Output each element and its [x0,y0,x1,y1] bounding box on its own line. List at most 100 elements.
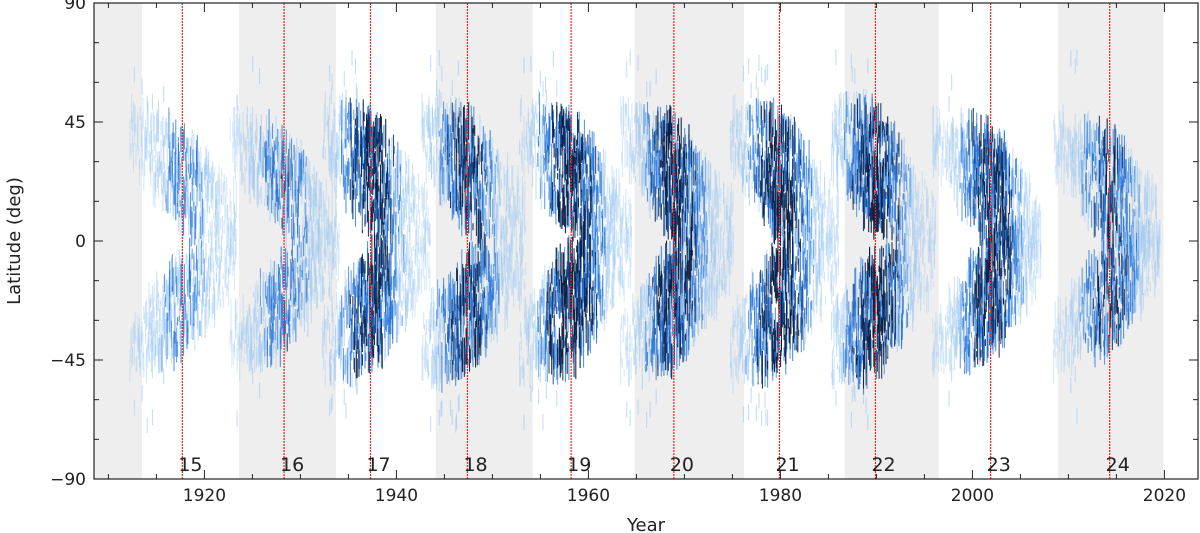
heat-cell [320,181,322,209]
heat-cell [314,193,316,200]
heat-cell [344,139,346,149]
heat-cell [221,247,223,263]
heat-cell [534,105,536,115]
heat-cell [392,276,395,298]
heat-cell [725,280,727,295]
heat-cell [482,188,484,226]
heat-cell [564,184,566,196]
heat-cell [215,194,217,236]
heat-cell [303,201,306,215]
heat-cell [411,288,413,310]
heat-cell [131,354,133,368]
heat-cell [265,295,268,304]
heat-cell [521,137,523,147]
heat-cell [133,399,135,416]
heat-cell [494,238,496,266]
heat-cell [703,242,705,251]
heat-cell [476,263,478,282]
heat-cell [422,354,424,382]
heat-cell [648,124,650,154]
heat-cell [437,95,439,121]
heat-cell [567,159,569,185]
heat-cell [653,174,655,198]
heat-cell [438,353,440,392]
heat-cell [236,410,238,427]
heat-cell [367,142,369,163]
heat-cell [683,183,685,215]
heat-cell [308,174,310,196]
heat-cell [737,142,739,166]
heat-cell [655,160,657,176]
heat-cell [667,147,669,189]
heat-cell [352,324,354,332]
heat-cell [341,145,343,175]
heat-cell [347,359,349,384]
heat-cell [286,207,288,224]
heat-cell [565,279,567,320]
heat-cell [600,171,602,197]
heat-cell [678,190,680,210]
heat-cell [655,68,657,85]
heat-cell [171,254,173,291]
heat-cell [367,253,369,276]
heat-cell [312,239,314,258]
heat-cell [421,93,423,126]
heat-cell [653,174,655,191]
heat-cell [587,198,589,216]
heat-cell [162,284,164,322]
heat-cell [557,271,559,303]
heat-cell [168,321,170,356]
heat-cell [346,166,348,177]
heat-cell [645,297,647,314]
heat-cell [360,296,363,311]
heat-cell [278,278,280,317]
heat-cell [482,251,484,271]
heat-cell [678,215,681,238]
heat-cell [358,139,360,180]
heat-cell [591,249,593,257]
heat-cell [466,314,468,345]
heat-cell [579,213,581,236]
heat-cell [386,254,388,297]
heat-cell [412,281,414,311]
heat-cell [310,286,312,324]
heat-cell [495,282,497,295]
heat-cell [285,339,287,348]
heat-cell [157,151,159,173]
heat-cell [708,160,710,191]
heat-cell [576,208,578,223]
heat-cell [381,132,383,146]
heat-cell [310,215,312,255]
heat-cell [367,181,369,223]
heat-cell [662,351,664,364]
heat-cell [596,226,598,252]
heat-cell [701,287,703,330]
heat-cell [319,188,321,198]
heat-cell [388,139,390,146]
heat-cell [322,144,325,160]
heat-cell [669,256,671,276]
heat-cell [664,331,666,362]
heat-cell [607,290,609,311]
heat-cell [255,343,257,369]
heat-cell [217,211,219,253]
heat-cell [581,329,583,356]
heat-cell [516,176,518,219]
heat-cell [166,279,168,310]
heat-cell [696,241,698,261]
heat-cell [530,55,532,72]
heat-cell [580,268,582,281]
heat-cell [593,306,595,341]
heat-cell [368,166,370,191]
heat-cell [596,292,598,300]
heat-cell [557,347,559,368]
heat-cell [301,269,303,278]
heat-cell [371,336,373,373]
heat-cell [451,184,453,221]
heat-cell [665,243,668,282]
heat-cell [735,357,737,377]
heat-cell [282,152,284,171]
heat-cell [552,50,554,67]
heat-cell [486,211,488,232]
heat-cell [526,128,528,145]
